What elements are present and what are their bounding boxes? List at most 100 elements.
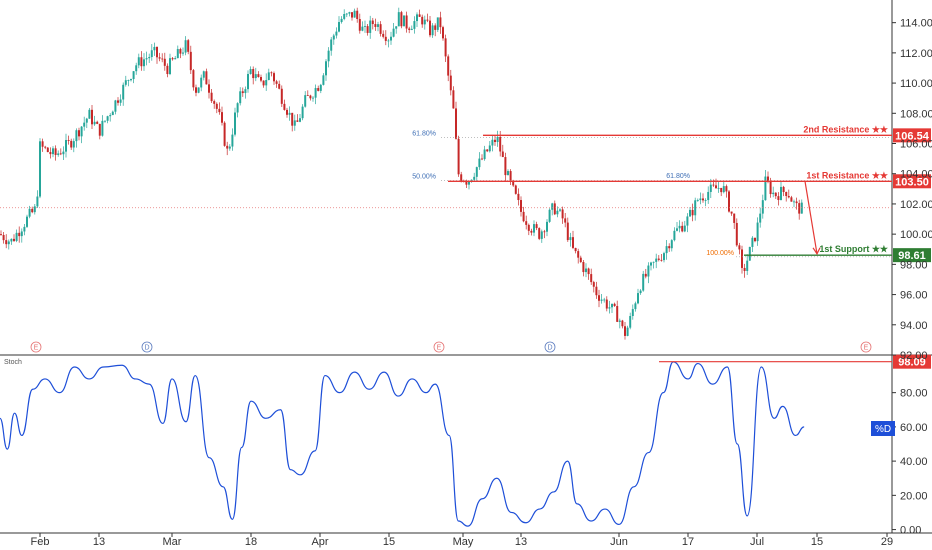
candle-body (777, 196, 780, 201)
candle-body (174, 58, 177, 60)
candle-body (499, 136, 502, 152)
candle-body (26, 216, 28, 227)
candle-body (699, 198, 702, 201)
price-tick-label: 96.00 (900, 290, 928, 302)
candle-body (548, 209, 551, 222)
candle-body (457, 138, 460, 175)
candle-body (782, 186, 785, 193)
candle-body (124, 80, 127, 85)
candle-body (722, 186, 725, 193)
candle-body (5, 240, 8, 245)
candle-body (57, 153, 60, 155)
time-tick-label: 15 (383, 536, 395, 548)
candle-body (717, 187, 720, 189)
candle-body (286, 109, 288, 115)
candle-body (75, 130, 78, 142)
candle-body (241, 91, 244, 94)
candle-body (709, 184, 712, 192)
candle-body (117, 100, 119, 103)
candle-body (96, 121, 99, 124)
candle-body (208, 84, 210, 93)
candle-body (62, 151, 65, 155)
candle-body (540, 231, 543, 239)
candle-body (478, 158, 481, 168)
candle-body (790, 197, 793, 202)
candle-body (343, 13, 346, 19)
price-tick-label: 98.00 (900, 259, 928, 271)
candle-body (673, 230, 676, 241)
candle-body (148, 57, 151, 59)
candle-body (213, 101, 216, 104)
candle-body (288, 112, 291, 115)
candle-body (741, 249, 743, 268)
candle-body (52, 148, 54, 155)
candle-body (184, 40, 187, 53)
candle-body (483, 149, 486, 160)
candle-body (616, 306, 619, 322)
candle-body (44, 146, 47, 148)
candle-body (769, 181, 772, 195)
candle-body (348, 12, 351, 14)
candle-body (187, 40, 190, 52)
level-name: 1st Resistance ★★ (806, 170, 889, 180)
candle-body (475, 167, 478, 177)
candle-body (644, 273, 647, 277)
candle-body (668, 246, 671, 249)
time-tick-label: 18 (245, 536, 257, 548)
candle-body (215, 103, 218, 109)
candle-body (366, 26, 369, 33)
candle-body (384, 36, 387, 41)
candle-body (23, 226, 26, 232)
candle-body (166, 65, 169, 75)
candle-body (218, 108, 221, 113)
candle-body (712, 184, 715, 186)
candle-body (715, 185, 717, 189)
candle-body (236, 103, 239, 113)
candle-body (280, 88, 283, 104)
candle-body (171, 58, 174, 60)
candle-body (592, 282, 595, 287)
event-marker-label: E (34, 345, 39, 352)
candle-body (657, 258, 660, 260)
candle-body (676, 228, 678, 231)
candle-body (501, 151, 504, 158)
candle-body (67, 140, 70, 141)
stoch-legend-label: %D (875, 424, 891, 435)
candle-body (158, 57, 161, 59)
candle-body (743, 267, 746, 271)
candle-body (561, 209, 564, 219)
candle-body (564, 218, 567, 223)
candle-body (468, 181, 470, 185)
candle-body (413, 21, 416, 29)
candle-body (611, 303, 613, 308)
candle-body (41, 141, 44, 147)
candle-body (304, 95, 307, 107)
candle-body (582, 262, 585, 273)
candle-body (322, 75, 325, 85)
event-marker (860, 341, 872, 353)
candle-body (764, 176, 767, 201)
candle-body (730, 211, 733, 214)
candle-body (530, 230, 533, 233)
event-marker-label: E (864, 345, 869, 352)
candle-body (189, 51, 192, 71)
price-tick-label: 108.00 (900, 108, 932, 120)
candle-body (577, 251, 580, 258)
candle-body (574, 247, 577, 252)
time-tick-label: 13 (515, 536, 527, 548)
candle-body (400, 12, 403, 27)
fib-labels: 61.80% 50.00% 61.80% 100.00% (412, 130, 892, 258)
stoch-tick-label: 80.00 (900, 388, 928, 400)
candle-body (18, 232, 21, 237)
candle-body (80, 126, 83, 137)
candle-body (509, 171, 512, 181)
level-name: 1st Support ★★ (819, 244, 889, 254)
candle-body (631, 309, 634, 317)
stoch-tick-label: 0.00 (900, 525, 921, 537)
candle-body (254, 74, 257, 79)
candle-body (270, 72, 273, 74)
candle-body (621, 320, 624, 327)
candle-body (249, 69, 252, 74)
candle-body (7, 241, 10, 245)
candle-body (202, 71, 205, 78)
